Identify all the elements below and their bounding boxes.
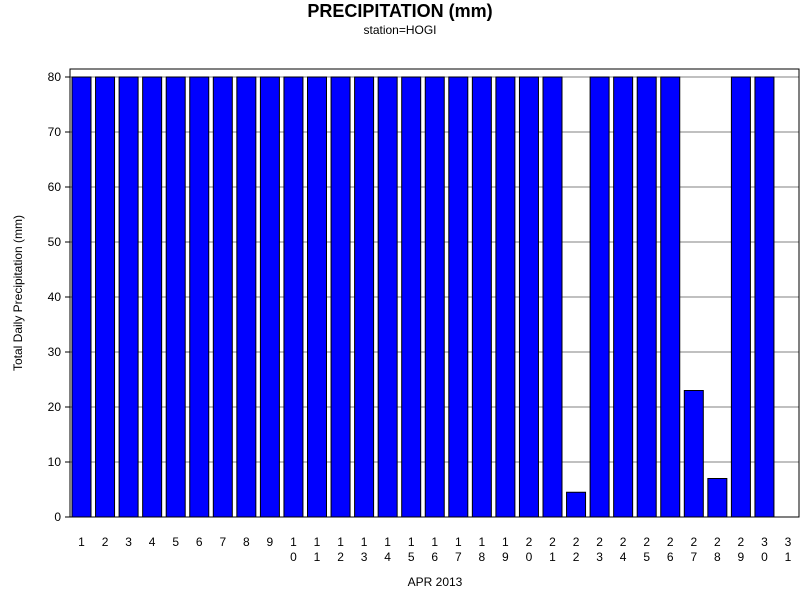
bar-day-28 <box>707 478 728 518</box>
chart-title: PRECIPITATION (mm) <box>307 1 493 21</box>
x-tick-label: 7 <box>219 535 226 549</box>
plot-frame <box>69 68 800 518</box>
bar-day-6 <box>189 76 210 518</box>
x-tick-label: 8 <box>243 535 250 549</box>
bar-day-8 <box>236 76 257 518</box>
bar-day-27 <box>683 390 704 518</box>
bar-day-1 <box>71 76 92 518</box>
x-tick-label: 2 <box>102 535 109 549</box>
bar-day-21 <box>542 76 563 518</box>
bar-day-29 <box>730 76 751 518</box>
y-tick-label: 70 <box>48 125 62 139</box>
bars <box>71 76 775 518</box>
x-tick-label: 3 <box>125 535 132 549</box>
bar-day-12 <box>330 76 351 518</box>
bar-day-3 <box>118 76 139 518</box>
bar-day-10 <box>283 76 304 518</box>
y-tick-label: 30 <box>48 345 62 359</box>
bar-day-4 <box>142 76 163 518</box>
y-tick-label: 50 <box>48 235 62 249</box>
x-tick-label: 1 <box>78 535 85 549</box>
x-tick-label: 4 <box>149 535 156 549</box>
bar-day-9 <box>259 76 280 518</box>
x-tick-label: 6 <box>196 535 203 549</box>
bar-day-5 <box>165 76 186 518</box>
x-axis-label: APR 2013 <box>408 575 463 589</box>
bar-day-14 <box>377 76 398 518</box>
y-tick-label: 10 <box>48 455 62 469</box>
y-tick-label: 60 <box>48 180 62 194</box>
y-tick-label: 80 <box>48 70 62 84</box>
x-axis-ticks: 1 2 3 4 5 6 7 8 9 1 01 11 21 31 41 51 61 71 81 92 02 12 22 32 42… <box>78 535 792 564</box>
bar-day-20 <box>518 76 539 518</box>
y-tick-label: 20 <box>48 400 62 414</box>
bar-day-17 <box>448 76 469 518</box>
bar-day-15 <box>401 76 422 518</box>
bar-day-23 <box>589 76 610 518</box>
bar-day-19 <box>495 76 516 518</box>
bar-day-11 <box>307 76 327 518</box>
bar-day-13 <box>354 76 375 518</box>
bar-day-24 <box>613 76 634 518</box>
x-tick-label: 9 <box>267 535 274 549</box>
x-tick-label: 5 <box>172 535 179 549</box>
bar-day-22 <box>566 491 587 518</box>
bar-day-25 <box>636 76 657 518</box>
y-tick-label: 40 <box>48 290 62 304</box>
y-axis-label: Total Daily Precipitation (mm) <box>11 215 25 371</box>
y-axis-ticks: 0 10 20 30 40 50 60 70 80 <box>48 70 70 524</box>
bar-day-26 <box>660 76 681 518</box>
chart-subtitle: station=HOGI <box>363 23 437 37</box>
bar-day-2 <box>95 76 116 518</box>
bar-day-30 <box>754 76 775 518</box>
bar-day-18 <box>471 76 492 518</box>
y-tick-label: 0 <box>54 510 61 524</box>
bar-day-16 <box>424 76 445 518</box>
bar-day-7 <box>212 76 233 518</box>
